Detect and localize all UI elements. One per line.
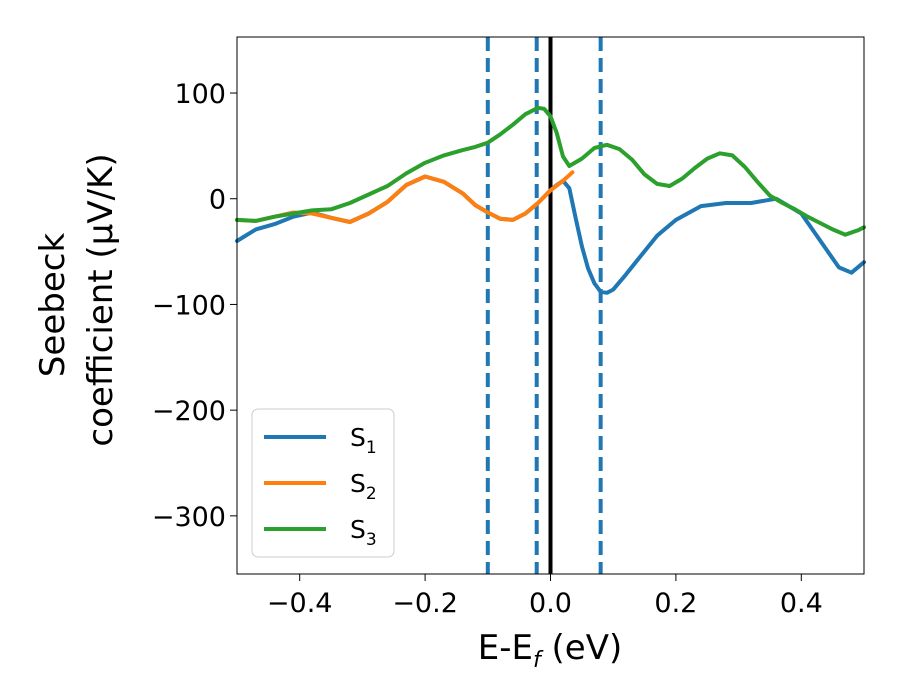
- series-group: [235, 105, 866, 295]
- x-tick-label-2: 0.0: [529, 588, 572, 619]
- legend-label-s2: S2: [350, 469, 377, 504]
- y-tick-label-0: 100: [174, 79, 226, 110]
- series-line-s3: [235, 105, 866, 237]
- y-tick-label-2: −100: [152, 290, 226, 321]
- x-tick-label-4: 0.4: [780, 588, 823, 619]
- y-tick-label-1: 0: [209, 185, 226, 216]
- y-axis: 100 0 −100 −200 −300: [152, 79, 237, 533]
- legend: S1 S2 S3: [251, 408, 395, 558]
- vertical-reference-lines: [485, 37, 603, 574]
- x-tick-label-0: −0.4: [267, 588, 333, 619]
- legend-label-s1: S1: [350, 423, 377, 458]
- x-tick-label-3: 0.2: [654, 588, 697, 619]
- y-axis-title-line1: Seebeck: [33, 233, 73, 378]
- legend-label-s3: S3: [350, 515, 377, 550]
- x-tick-label-1: −0.2: [392, 588, 458, 619]
- y-axis-title-line2: coefficient (μV/K): [81, 153, 121, 446]
- y-tick-label-3: −200: [152, 396, 226, 427]
- y-tick-label-4: −300: [152, 502, 226, 533]
- x-axis: −0.4 −0.2 0.0 0.2 0.4: [267, 574, 823, 619]
- x-axis-title: E-Ef (eV): [478, 628, 623, 673]
